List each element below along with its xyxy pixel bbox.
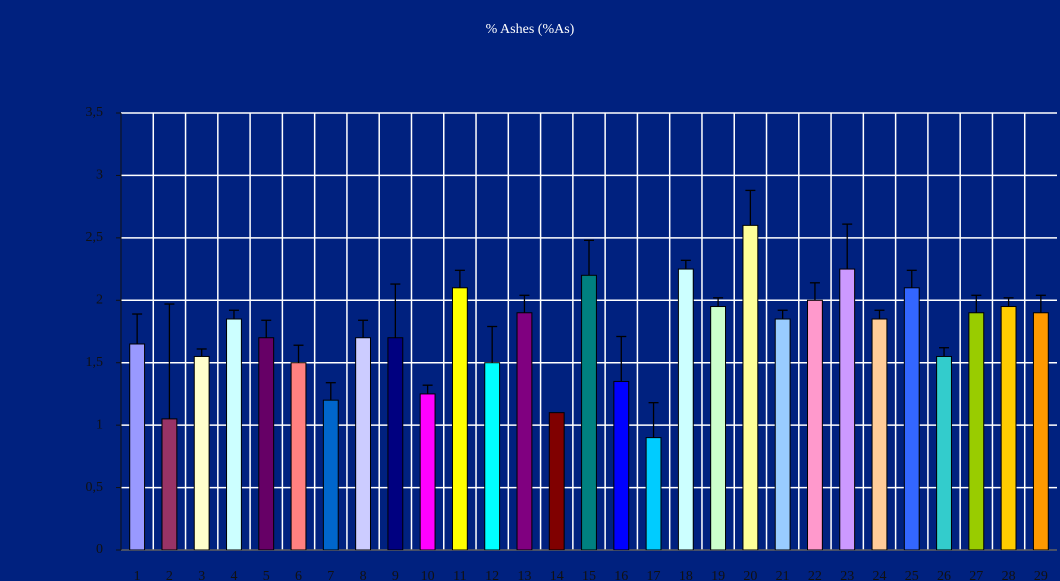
x-tick-label: 10 bbox=[421, 569, 435, 581]
x-tick-label: 4 bbox=[230, 569, 237, 581]
x-tick-label: 11 bbox=[453, 569, 466, 581]
x-tick-label: 8 bbox=[360, 569, 367, 581]
x-tick-label: 23 bbox=[840, 569, 854, 581]
x-tick-label: 14 bbox=[550, 569, 564, 581]
x-tick-label: 2 bbox=[166, 569, 173, 581]
x-tick-label: 29 bbox=[1034, 569, 1048, 581]
bar bbox=[484, 362, 501, 551]
bar bbox=[774, 318, 791, 551]
x-tick-label: 26 bbox=[937, 569, 951, 581]
x-tick-label: 9 bbox=[392, 569, 399, 581]
y-tick-label: 0,5 bbox=[86, 480, 104, 495]
x-tick-label: 13 bbox=[517, 569, 531, 581]
bar bbox=[581, 274, 597, 551]
y-tick-label: 0 bbox=[96, 542, 103, 557]
bar bbox=[258, 337, 275, 551]
y-tick-label: 2,5 bbox=[86, 230, 104, 245]
x-tick-label: 5 bbox=[263, 569, 270, 581]
y-tick-label: 1,5 bbox=[86, 355, 104, 370]
bar bbox=[677, 268, 694, 551]
bar bbox=[387, 337, 404, 551]
bar bbox=[807, 299, 823, 551]
bar bbox=[516, 312, 533, 551]
x-tick-label: 1 bbox=[134, 569, 141, 581]
bar bbox=[710, 306, 727, 551]
x-tick-label: 16 bbox=[614, 569, 628, 581]
x-tick-label: 18 bbox=[679, 569, 693, 581]
bar bbox=[1000, 306, 1017, 551]
x-tick-label: 22 bbox=[808, 569, 822, 581]
x-tick-label: 3 bbox=[198, 569, 205, 581]
y-tick-label: 1 bbox=[96, 417, 103, 432]
bar bbox=[1032, 312, 1049, 551]
bar bbox=[322, 399, 339, 551]
bar bbox=[451, 287, 468, 551]
x-tick-label: 19 bbox=[711, 569, 725, 581]
bar bbox=[645, 437, 662, 551]
bar bbox=[226, 318, 242, 551]
bar bbox=[871, 318, 888, 551]
y-tick-label: 3,5 bbox=[86, 105, 104, 120]
chart-title: % Ashes (%As) bbox=[486, 22, 575, 37]
bar bbox=[129, 343, 146, 551]
bar bbox=[613, 380, 630, 551]
x-tick-label: 21 bbox=[776, 569, 790, 581]
x-tick-label: 28 bbox=[1002, 569, 1016, 581]
x-tick-label: 20 bbox=[743, 569, 757, 581]
bar bbox=[355, 337, 371, 551]
bar bbox=[193, 355, 210, 551]
x-tick-label: 25 bbox=[905, 569, 919, 581]
bar bbox=[419, 393, 436, 551]
x-tick-label: 15 bbox=[582, 569, 596, 581]
bar bbox=[936, 355, 952, 551]
bar bbox=[968, 312, 985, 551]
y-tick-label: 2 bbox=[96, 293, 103, 308]
x-tick-label: 7 bbox=[327, 569, 334, 581]
x-tick-label: 6 bbox=[295, 569, 302, 581]
x-tick-label: 12 bbox=[485, 569, 499, 581]
bar bbox=[548, 412, 565, 551]
x-tick-label: 27 bbox=[969, 569, 983, 581]
bar bbox=[903, 287, 920, 551]
bar bbox=[161, 418, 178, 551]
x-tick-label: 17 bbox=[647, 569, 661, 581]
bar bbox=[290, 362, 307, 551]
y-tick-label: 3 bbox=[96, 168, 103, 183]
bar bbox=[742, 224, 759, 551]
bar bbox=[839, 268, 856, 551]
x-tick-label: 24 bbox=[872, 569, 886, 581]
